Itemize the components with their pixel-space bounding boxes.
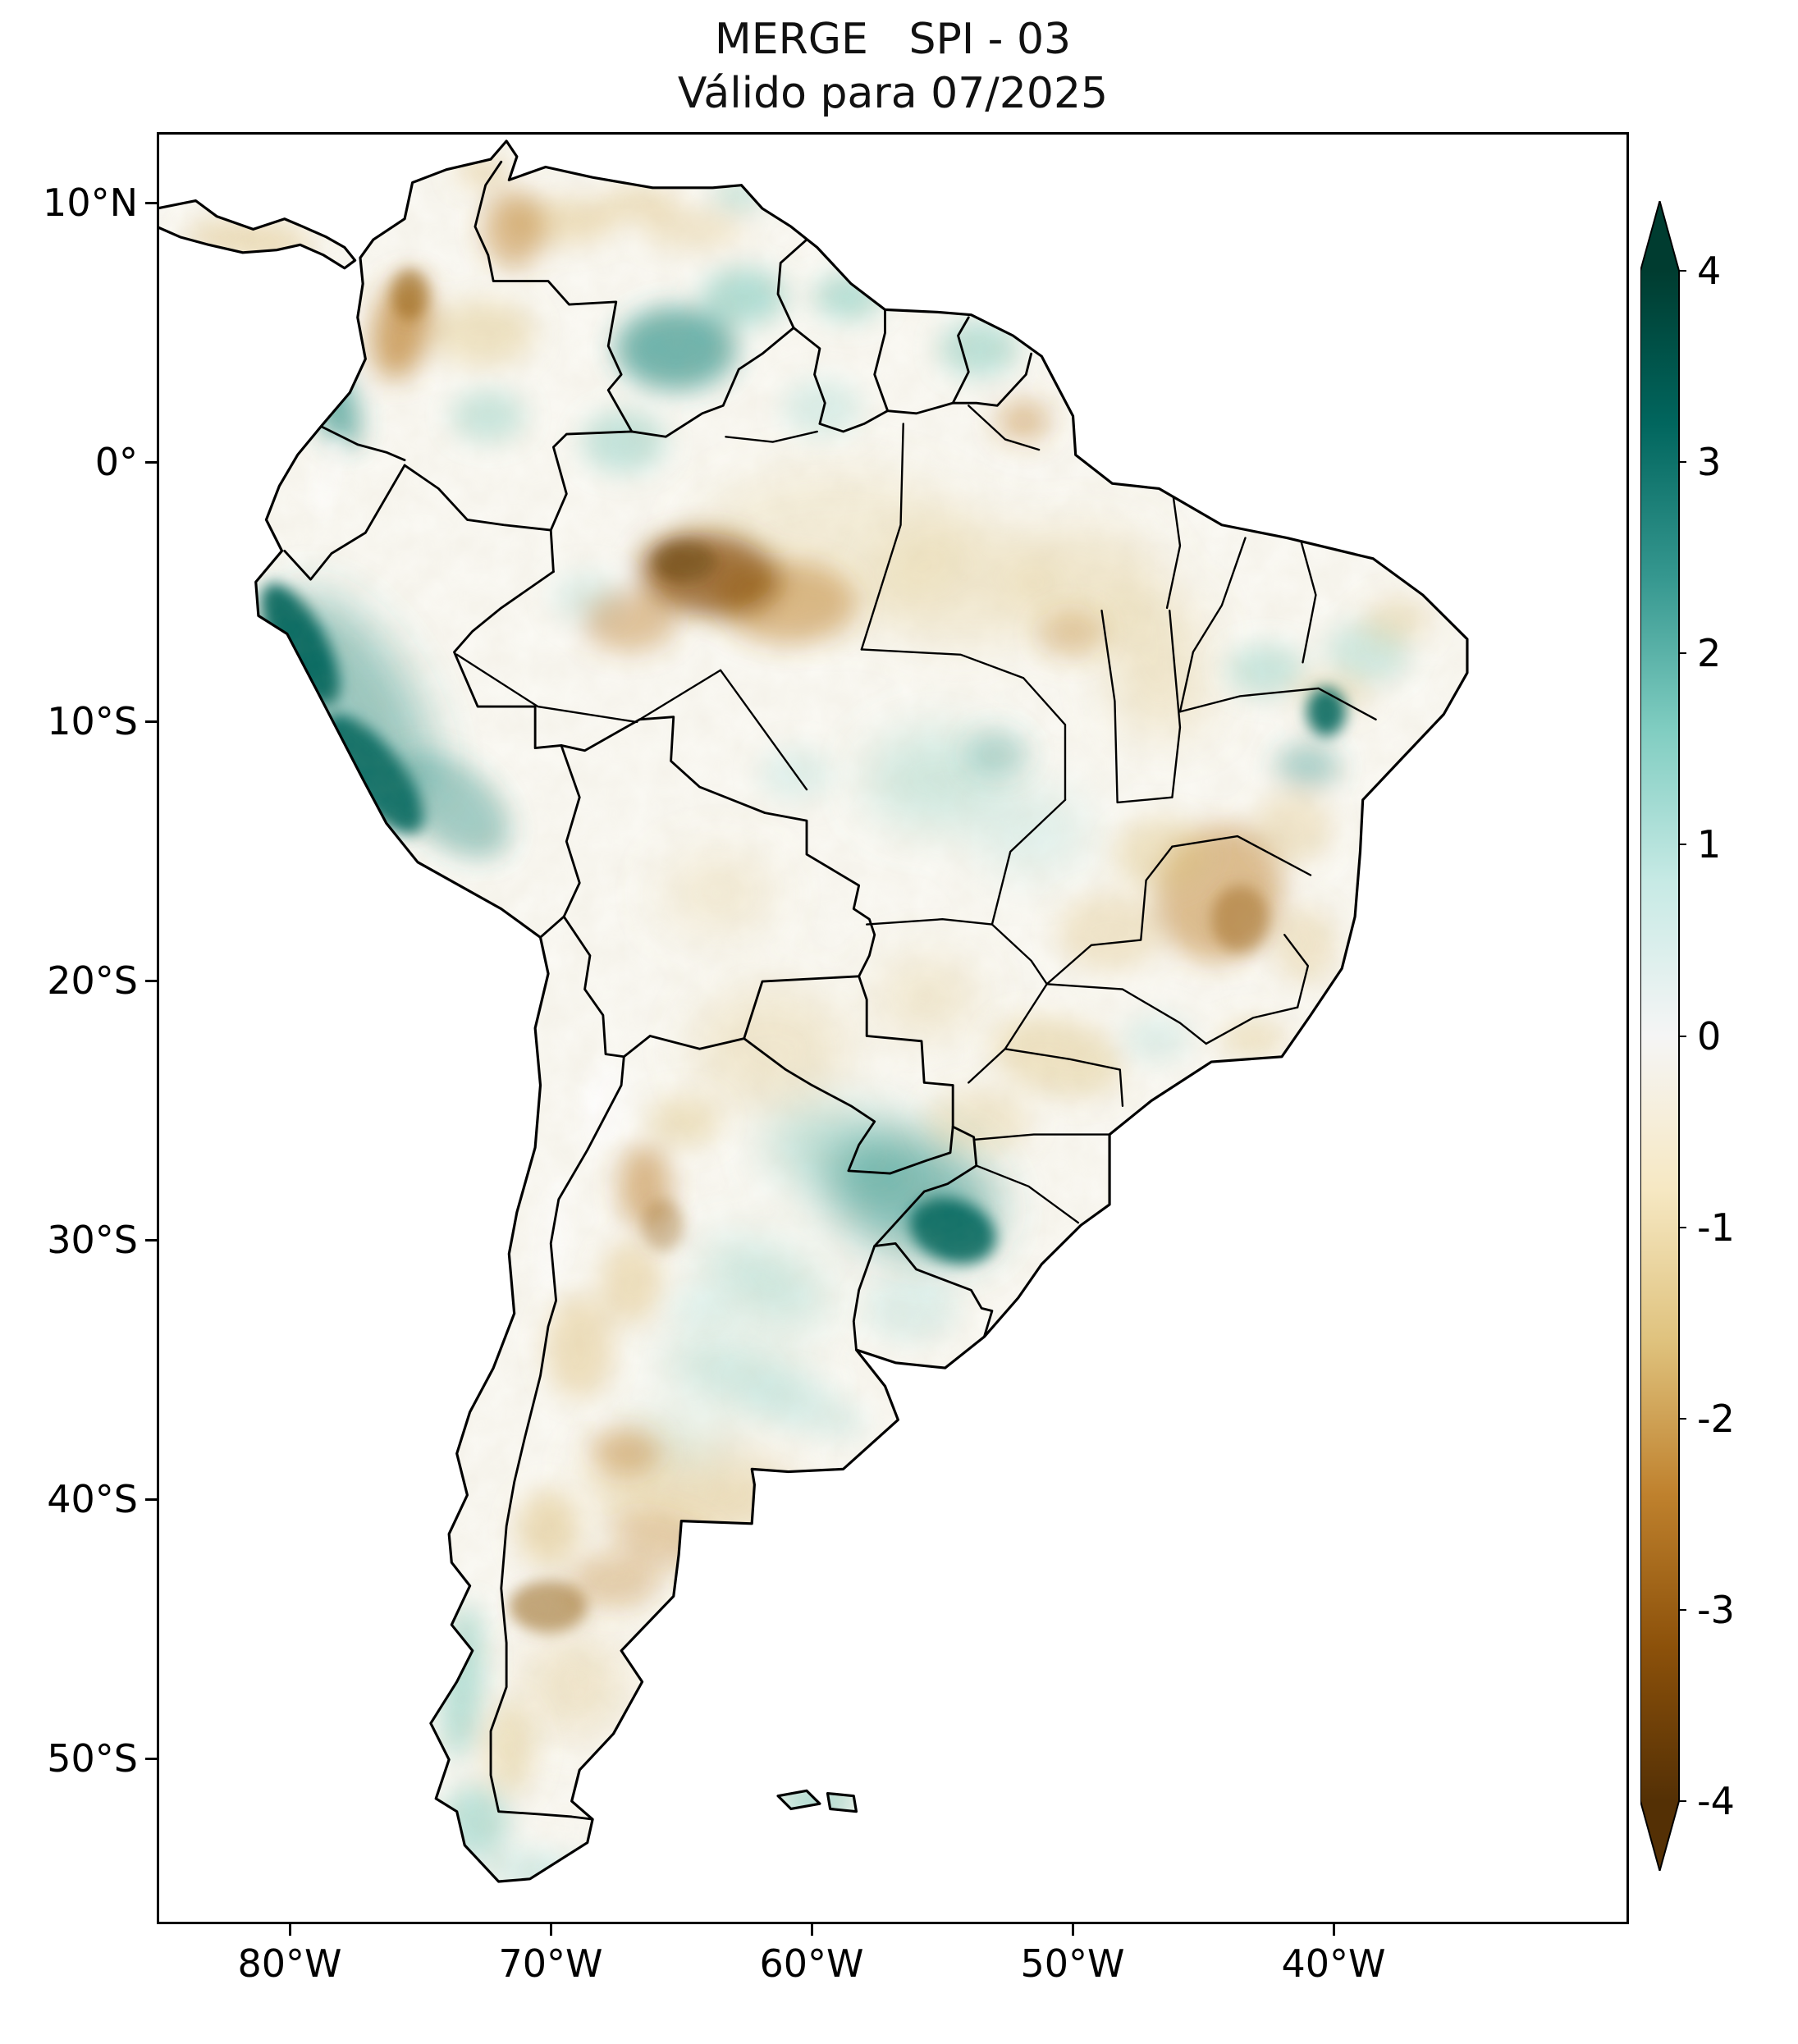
- lat-tick-label: 30°S: [47, 1218, 138, 1262]
- colorbar-tick-label: 2: [1697, 631, 1722, 675]
- lat-tick-mark: [145, 461, 157, 464]
- lat-tick-mark: [145, 1239, 157, 1241]
- raster-grain-texture: [159, 140, 1467, 1882]
- colorbar-tick-label: 1: [1697, 822, 1722, 867]
- lat-tick-mark: [145, 1758, 157, 1760]
- inpe-logo: INPE: [1620, 1905, 1629, 1924]
- lat-tick-label: 50°S: [47, 1736, 138, 1781]
- lat-tick-label: 40°S: [47, 1477, 138, 1521]
- lon-tick-label: 80°W: [237, 1941, 342, 1986]
- lat-tick-mark: [145, 202, 157, 204]
- colorbar-tick-label: 3: [1697, 440, 1722, 484]
- colorbar-tick-marks: [1679, 270, 1686, 1802]
- colorbar-tick-label: -3: [1697, 1588, 1735, 1632]
- colorbar-tick-label: -1: [1697, 1205, 1735, 1250]
- lon-tick-label: 60°W: [759, 1941, 864, 1986]
- lon-tick-mark: [811, 1924, 813, 1936]
- lon-tick-mark: [550, 1924, 552, 1936]
- lat-tick-label: 10°N: [43, 181, 138, 225]
- colorbar-gradient-bar: [1640, 198, 1680, 1874]
- figure-title: MERGE SPI - 03: [714, 15, 1072, 64]
- state-borders: [455, 405, 1377, 1224]
- lon-tick-label: 50°W: [1020, 1941, 1125, 1986]
- south-america-spi-map: [159, 139, 1469, 1883]
- inpe-logo-graphic: INPE: [1620, 1905, 1629, 1924]
- colorbar-tick-label: 4: [1697, 249, 1722, 293]
- lon-tick-mark: [289, 1924, 291, 1936]
- lon-tick-label: 70°W: [498, 1941, 603, 1986]
- colorbar: [1640, 198, 1690, 1874]
- figure-subtitle: Válido para 07/2025: [677, 69, 1109, 118]
- lat-tick-label: 10°S: [47, 699, 138, 743]
- lat-tick-mark: [145, 720, 157, 723]
- colorbar-tick-label: -2: [1697, 1397, 1735, 1441]
- map-plot-area: INPE: [157, 132, 1629, 1924]
- lat-tick-mark: [145, 1498, 157, 1501]
- lat-tick-label: 20°S: [47, 958, 138, 1003]
- coastline: [159, 139, 1469, 1883]
- colorbar-tick-label: -4: [1697, 1779, 1735, 1823]
- lon-tick-mark: [1072, 1924, 1074, 1936]
- country-borders: [283, 160, 1033, 1882]
- colorbar-graphic: [1640, 198, 1686, 1874]
- colorbar-tick-label: 0: [1697, 1014, 1722, 1059]
- lat-tick-mark: [145, 980, 157, 982]
- lat-tick-label: 0°: [94, 440, 138, 484]
- spi-raster-field: [159, 140, 1467, 1882]
- lon-tick-mark: [1333, 1924, 1335, 1936]
- lon-tick-label: 40°W: [1281, 1941, 1386, 1986]
